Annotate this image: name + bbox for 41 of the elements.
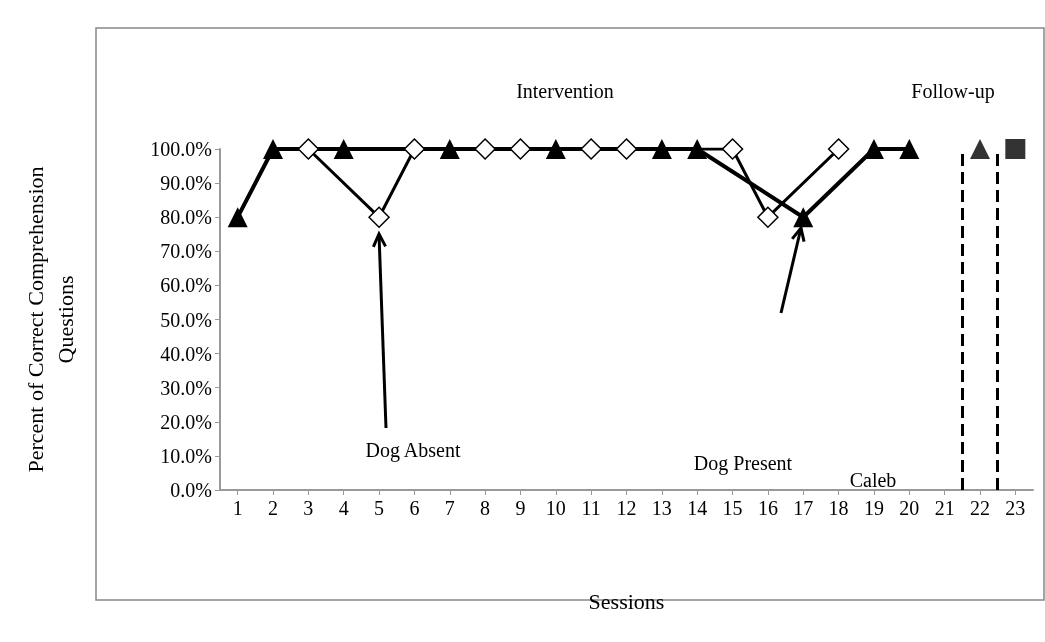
x-axis-title: Sessions	[588, 588, 665, 614]
x-tick-label: 7	[444, 497, 455, 519]
y-tick-label: 50.0%	[160, 308, 212, 331]
x-tick-label: 3	[303, 497, 314, 519]
text: Intervention	[516, 80, 614, 102]
x-tick-label: 19	[863, 497, 884, 519]
x-tick-label: 13	[651, 497, 672, 519]
x-tick-label: 1	[232, 497, 243, 519]
x-tick-label: 8	[480, 497, 491, 519]
y-tick-label: 60.0%	[160, 274, 212, 297]
x-tick-label: 16	[757, 497, 778, 519]
x-tick-label: 15	[722, 497, 743, 519]
y-tick-label: 40.0%	[160, 342, 212, 365]
y-tick-label: 80.0%	[160, 206, 212, 229]
x-tick-label: 2	[268, 497, 279, 519]
x-tick-label: 6	[409, 497, 420, 519]
annotation: Dog Absent	[365, 439, 461, 462]
y-tick-label: 10.0%	[160, 444, 212, 467]
x-tick-label: 5	[374, 497, 385, 519]
x-tick-label: 22	[969, 497, 990, 519]
x-tick-label: 12	[616, 497, 637, 519]
y-tick-label: 20.0%	[160, 410, 212, 433]
annotation: Caleb	[849, 469, 897, 491]
x-tick-label: 20	[899, 497, 920, 519]
x-tick-label: 14	[687, 497, 708, 519]
x-tick-label: 21	[934, 497, 955, 519]
x-tick-label: 10	[545, 497, 566, 519]
x-tick-label: 9	[515, 497, 526, 519]
x-tick-label: 11	[581, 497, 601, 519]
x-tick-label: 18	[828, 497, 849, 519]
y-axis-title: Percent of Correct Comprehension Questions	[22, 166, 78, 473]
x-tick-label: 17	[793, 497, 814, 519]
y-tick-label: 90.0%	[160, 172, 212, 195]
y-tick-label: 70.0%	[160, 240, 212, 263]
text: Follow-up	[911, 80, 995, 103]
annotation: Dog Present	[693, 452, 793, 475]
x-tick-label: 4	[338, 497, 349, 519]
y-tick-label: 100.0%	[150, 138, 212, 160]
y-tick-label: 0.0%	[170, 479, 212, 501]
y-tick-label: 30.0%	[160, 376, 212, 399]
x-tick-label: 23	[1005, 497, 1026, 519]
